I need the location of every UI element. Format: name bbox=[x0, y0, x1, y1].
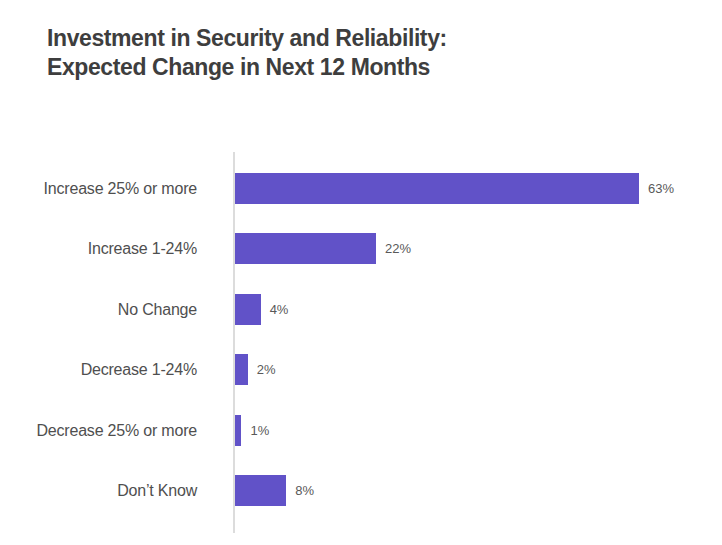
value-label: 22% bbox=[385, 233, 411, 264]
bar bbox=[235, 415, 241, 446]
category-label: Decrease 25% or more bbox=[0, 415, 197, 446]
bar bbox=[235, 294, 261, 325]
chart-row: Don’t Know 8% bbox=[0, 475, 722, 506]
bar bbox=[235, 173, 639, 204]
bar bbox=[235, 233, 376, 264]
bar bbox=[235, 354, 248, 385]
chart-row: Decrease 25% or more 1% bbox=[0, 415, 722, 446]
bar bbox=[235, 475, 286, 506]
value-label: 63% bbox=[648, 173, 674, 204]
horizontal-bar-chart: Increase 25% or more 63% Increase 1-24% 22%… bbox=[0, 0, 722, 545]
chart-row: Decrease 1-24% 2% bbox=[0, 354, 722, 385]
category-label: Decrease 1-24% bbox=[0, 354, 197, 385]
value-label: 1% bbox=[250, 415, 269, 446]
slide-canvas: Investment in Security and Reliability: … bbox=[0, 0, 722, 545]
category-label: Don’t Know bbox=[0, 475, 197, 506]
chart-row: Increase 1-24% 22% bbox=[0, 233, 722, 264]
category-label: No Change bbox=[0, 294, 197, 325]
chart-row: Increase 25% or more 63% bbox=[0, 173, 722, 204]
value-label: 8% bbox=[295, 475, 314, 506]
category-label: Increase 1-24% bbox=[0, 233, 197, 264]
value-label: 2% bbox=[257, 354, 276, 385]
value-label: 4% bbox=[270, 294, 289, 325]
category-label: Increase 25% or more bbox=[0, 173, 197, 204]
chart-row: No Change 4% bbox=[0, 294, 722, 325]
